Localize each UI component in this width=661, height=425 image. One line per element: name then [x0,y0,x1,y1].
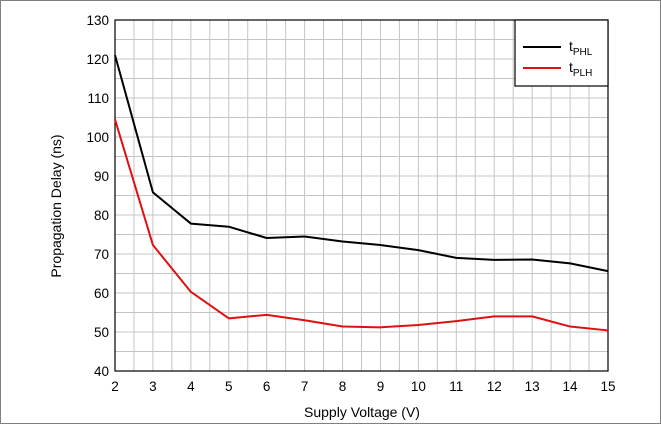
x-axis-label: Supply Voltage (V) [304,404,420,420]
y-tick-label: 100 [86,130,109,145]
x-tick-label: 3 [149,379,157,394]
x-tick-labels: 2 3 4 5 6 7 8 9 10 11 12 13 14 15 [111,379,615,394]
plot-border [114,19,609,372]
series-line-tphl [114,54,609,273]
y-tick-label: 120 [86,52,109,67]
y-tick-label: 130 [86,13,109,28]
y-tick-label: 80 [94,208,109,223]
y-tick-label: 70 [94,247,109,262]
x-tick-label: 7 [301,379,309,394]
y-tick-label: 60 [94,286,109,301]
plot-area [114,19,609,372]
y-tick-label: 50 [94,325,109,340]
x-tick-label: 6 [263,379,271,394]
x-tick-label: 13 [525,379,540,394]
legend-entry: tPLH [569,59,592,79]
x-tick-label: 5 [225,379,233,394]
y-tick-label: 90 [94,169,109,184]
x-tick-label: 2 [111,379,119,394]
y-tick-label: 110 [87,91,109,106]
x-tick-label: 10 [411,379,426,394]
x-tick-label: 8 [339,379,347,394]
x-tick-label: 14 [563,379,579,394]
y-axis-label: Propagation Delay (ns) [48,134,64,277]
y-tick-labels: 40 50 60 70 80 90 100 110 120 130 [86,13,109,379]
x-tick-label: 9 [377,379,385,394]
series-lines [114,54,609,332]
legend-box [514,19,609,87]
x-tick-label: 12 [487,379,502,394]
x-tick-label: 4 [187,379,195,394]
x-tick-label: 11 [449,379,463,394]
series-line-tplh [114,119,609,332]
y-tick-label: 40 [94,364,109,379]
legend-entry: tPHL [569,38,593,58]
x-tick-label: 15 [600,379,615,394]
